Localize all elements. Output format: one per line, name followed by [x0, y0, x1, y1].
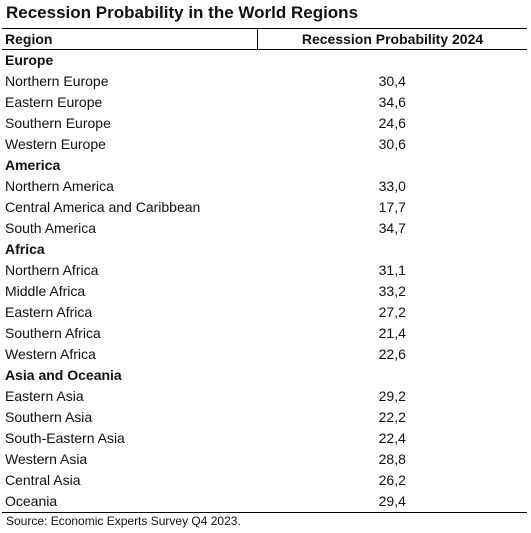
probability-value: 30,4 [378, 73, 406, 89]
table-row: Southern Africa 21,4 [2, 323, 527, 344]
region-label: Western Africa [5, 346, 96, 362]
table-header-row: Region Recession Probability 2024 [2, 28, 527, 50]
probability-value: 28,8 [378, 451, 406, 467]
table-row: Western Asia 28,8 [2, 449, 527, 470]
table-row: South America 34,7 [2, 218, 527, 239]
group-label: Europe [5, 52, 54, 68]
table-row: South-Eastern Asia 22,4 [2, 428, 527, 449]
table-row: Northern Europe 30,4 [2, 71, 527, 92]
region-label: Oceania [2, 491, 258, 513]
region-label: Southern Asia [5, 409, 93, 425]
group-label: Africa [5, 241, 45, 257]
group-label: Asia and Oceania [5, 367, 122, 383]
probability-value [258, 239, 528, 260]
table-row: Middle Africa 33,2 [2, 281, 527, 302]
group-label: America [5, 157, 61, 173]
table-row: Eastern Africa 27,2 [2, 302, 527, 323]
region-label: South-Eastern Asia [5, 430, 125, 446]
probability-value: 21,4 [378, 325, 406, 341]
probability-value: 29,4 [257, 491, 527, 513]
region-label: Central America and Caribbean [5, 199, 201, 215]
region-label: Eastern Europe [5, 94, 103, 110]
probability-value: 29,2 [378, 388, 406, 404]
group-row: America [2, 155, 527, 176]
table-row: Northern America 33,0 [2, 176, 527, 197]
probability-value: 26,2 [378, 472, 406, 488]
probability-value: 34,6 [378, 94, 406, 110]
probability-value: 34,7 [378, 220, 406, 236]
probability-value: 30,6 [378, 136, 406, 152]
region-label: Western Europe [5, 136, 106, 152]
probability-value: 33,2 [378, 283, 406, 299]
group-row: Asia and Oceania [2, 365, 527, 386]
group-row: Europe [2, 50, 527, 72]
group-row: Africa [2, 239, 527, 260]
table-row: Northern Africa 31,1 [2, 260, 527, 281]
table-row: Southern Asia 22,2 [2, 407, 527, 428]
region-label: Middle Africa [5, 283, 86, 299]
region-label: Central Asia [5, 472, 81, 488]
probability-value: 31,1 [378, 262, 406, 278]
table-row: Western Europe 30,6 [2, 134, 527, 155]
page-title: Recession Probability in the World Regio… [6, 3, 359, 22]
column-header-probability: Recession Probability 2024 [257, 28, 527, 50]
probability-value: 27,2 [378, 304, 406, 320]
table-row: Central Asia 26,2 [2, 470, 527, 491]
table-row: Oceania 29,4 [2, 491, 527, 513]
region-label: Eastern Africa [5, 304, 93, 320]
source-note: Source: Economic Experts Survey Q4 2023. [6, 514, 241, 528]
probability-value: 33,0 [378, 178, 406, 194]
probability-value [258, 50, 528, 72]
table-row: Eastern Europe 34,6 [2, 92, 527, 113]
probability-value: 17,7 [378, 199, 406, 215]
table-body: Europe Northern Europe 30,4 Eastern Europe 3… [2, 50, 527, 513]
region-label: Northern Africa [5, 262, 99, 278]
probability-value [258, 365, 528, 386]
region-label: Western Asia [5, 451, 88, 467]
region-label: Southern Africa [5, 325, 101, 341]
region-label: Northern America [5, 178, 114, 194]
probability-value: 22,2 [378, 409, 406, 425]
table-row: Eastern Asia 29,2 [2, 386, 527, 407]
table-row: Southern Europe 24,6 [2, 113, 527, 134]
column-header-region: Region [2, 28, 258, 50]
probability-value: 22,6 [378, 346, 406, 362]
table-row: Central America and Caribbean 17,7 [2, 197, 527, 218]
recession-table: Region Recession Probability 2024 Europe… [2, 28, 527, 513]
probability-value: 22,4 [378, 430, 406, 446]
region-label: Northern Europe [5, 73, 109, 89]
table-row: Western Africa 22,6 [2, 344, 527, 365]
region-label: Southern Europe [5, 115, 111, 131]
probability-value [258, 155, 528, 176]
region-label: Eastern Asia [5, 388, 84, 404]
probability-value: 24,6 [378, 115, 406, 131]
region-label: South America [5, 220, 97, 236]
